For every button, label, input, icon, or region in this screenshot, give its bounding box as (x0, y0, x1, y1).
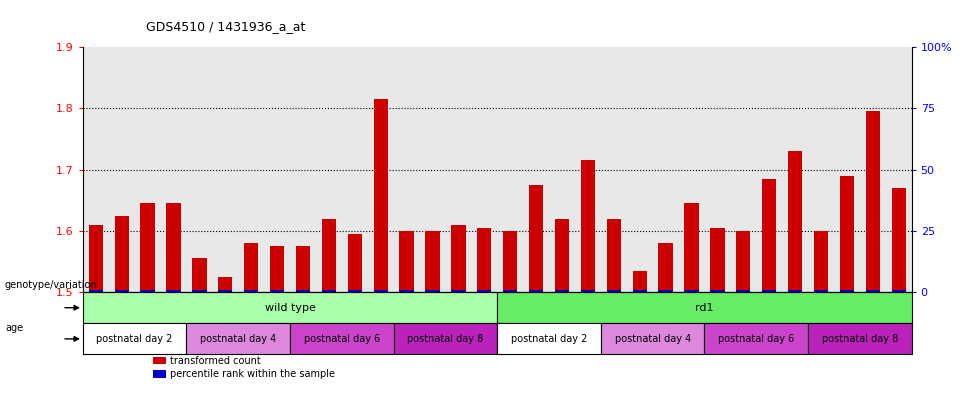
Bar (322, 219, 336, 292)
Bar (218, 277, 232, 292)
Bar (633, 290, 646, 292)
Bar (839, 176, 854, 292)
Bar (762, 179, 776, 292)
Bar (186, 323, 291, 354)
Bar (270, 246, 285, 292)
Bar (373, 290, 388, 292)
Bar (400, 290, 413, 292)
Text: postnatal day 2: postnatal day 2 (511, 334, 587, 344)
Bar (891, 290, 906, 292)
Bar (244, 243, 258, 292)
Bar (529, 185, 543, 292)
Text: rd1: rd1 (695, 303, 714, 313)
Bar (866, 112, 879, 292)
Bar (684, 290, 699, 292)
Bar (451, 290, 465, 292)
Bar (115, 216, 129, 292)
Bar (140, 290, 155, 292)
Bar (808, 323, 912, 354)
Text: transformed count: transformed count (170, 356, 260, 365)
Bar (218, 290, 232, 292)
Bar (529, 290, 543, 292)
Bar (710, 290, 724, 292)
Bar (192, 259, 207, 292)
Bar (83, 292, 497, 323)
Bar (736, 290, 751, 292)
Bar (633, 271, 646, 292)
Bar (394, 323, 497, 354)
Bar (503, 290, 518, 292)
Bar (606, 290, 621, 292)
Bar (762, 290, 776, 292)
Bar (606, 219, 621, 292)
Bar (788, 290, 802, 292)
Bar (839, 290, 854, 292)
Bar (322, 290, 336, 292)
Bar (497, 292, 912, 323)
Text: postnatal day 8: postnatal day 8 (822, 334, 898, 344)
Bar (477, 228, 491, 292)
Bar (348, 234, 362, 292)
Text: postnatal day 8: postnatal day 8 (408, 334, 484, 344)
Bar (788, 151, 802, 292)
Bar (400, 231, 413, 292)
Bar (814, 231, 828, 292)
Bar (658, 290, 673, 292)
Bar (244, 290, 258, 292)
Bar (503, 231, 518, 292)
Bar (153, 357, 166, 364)
Bar (167, 203, 180, 292)
Bar (451, 225, 465, 292)
Bar (295, 290, 310, 292)
Bar (373, 99, 388, 292)
Bar (192, 290, 207, 292)
Bar (710, 228, 724, 292)
Bar (601, 323, 704, 354)
Bar (425, 231, 440, 292)
Text: wild type: wild type (264, 303, 316, 313)
Bar (477, 290, 491, 292)
Bar (704, 323, 808, 354)
Text: postnatal day 6: postnatal day 6 (719, 334, 795, 344)
Bar (658, 243, 673, 292)
Bar (581, 290, 595, 292)
Bar (295, 246, 310, 292)
Bar (89, 290, 103, 292)
Text: percentile rank within the sample: percentile rank within the sample (170, 369, 334, 379)
Text: postnatal day 2: postnatal day 2 (97, 334, 173, 344)
Bar (140, 203, 155, 292)
Text: postnatal day 6: postnatal day 6 (304, 334, 380, 344)
Bar (115, 290, 129, 292)
Bar (684, 203, 699, 292)
Bar (866, 290, 879, 292)
Bar (891, 188, 906, 292)
Bar (167, 290, 180, 292)
Bar (291, 323, 394, 354)
Text: postnatal day 4: postnatal day 4 (614, 334, 690, 344)
Bar (497, 323, 601, 354)
Bar (89, 225, 103, 292)
Text: genotype/variation: genotype/variation (5, 280, 98, 290)
Bar (153, 370, 166, 378)
Bar (555, 290, 569, 292)
Text: postnatal day 4: postnatal day 4 (200, 334, 276, 344)
Bar (581, 160, 595, 292)
Bar (555, 219, 569, 292)
Bar (425, 290, 440, 292)
Text: age: age (5, 323, 23, 333)
Text: GDS4510 / 1431936_a_at: GDS4510 / 1431936_a_at (146, 20, 305, 33)
Bar (348, 290, 362, 292)
Bar (270, 290, 285, 292)
Bar (814, 290, 828, 292)
Bar (83, 323, 186, 354)
Bar (736, 231, 751, 292)
